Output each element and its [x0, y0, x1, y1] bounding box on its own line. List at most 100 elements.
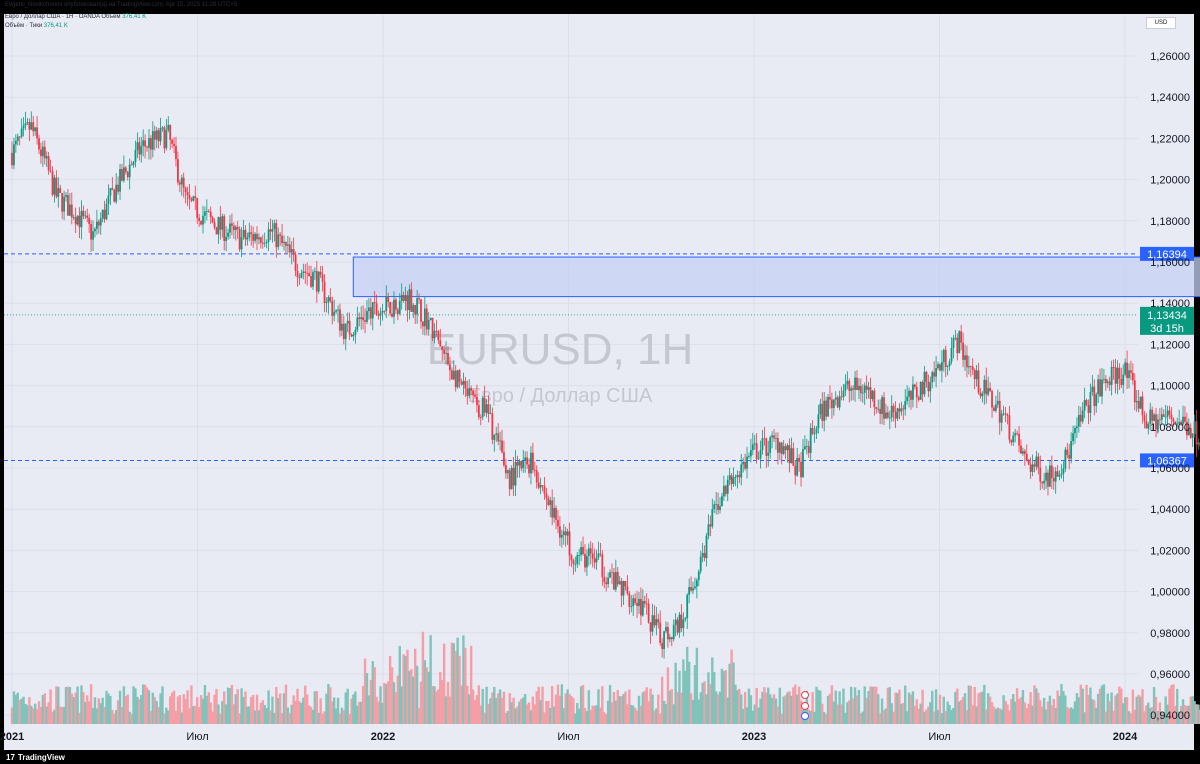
candle-body [32, 122, 35, 132]
candle-body [528, 464, 530, 474]
zones[interactable] [352, 256, 1200, 554]
volume-bar [830, 685, 834, 724]
volume-bar [618, 696, 621, 724]
candle-body [533, 469, 536, 471]
volume-bar [1064, 695, 1067, 724]
candle-body [506, 470, 509, 474]
volume-bar [520, 698, 523, 724]
candle-body [344, 323, 347, 339]
volume-bar [869, 686, 872, 724]
volume-bar [406, 649, 409, 724]
currency-badge[interactable]: USD [1146, 17, 1176, 29]
volume-bar [402, 654, 405, 724]
volume-bar [369, 679, 373, 724]
volume-bar [155, 700, 158, 724]
volume-bar [502, 691, 506, 724]
volume-bar [70, 693, 74, 724]
price-axis[interactable]: 1,26000 1,24000 1,22000 1,20000 1,18000 1,160… [1150, 51, 1190, 722]
volume-bar [967, 685, 971, 724]
footer-brand[interactable]: 17 TradingView [6, 753, 65, 762]
candle-body [541, 485, 544, 486]
volume-bar [128, 711, 131, 724]
volume-bar [1083, 712, 1086, 724]
candle-body [109, 188, 112, 196]
candle-body [1176, 423, 1179, 425]
volume-bar [251, 694, 255, 724]
volume-bar [990, 702, 994, 724]
volume-bar [770, 697, 774, 724]
candle-body [869, 387, 872, 399]
candle-body [499, 440, 501, 442]
candle-body [503, 452, 505, 466]
candle-body [128, 164, 131, 178]
event-markers[interactable] [801, 691, 809, 720]
volume-bar [483, 712, 486, 724]
candle-body [323, 281, 326, 304]
candle-body [267, 229, 270, 242]
volume-bar [1179, 706, 1183, 724]
candle-body [771, 435, 774, 438]
brand-name: TradingView [17, 753, 65, 762]
volume-bar [217, 704, 220, 724]
candle-body [78, 215, 81, 228]
volume-bar [896, 693, 899, 724]
volume-bar [574, 713, 577, 724]
volume-bar [213, 694, 216, 724]
volume-bar [730, 649, 733, 724]
candle-body [1008, 415, 1011, 440]
volume-bar [1174, 706, 1177, 724]
candle-body [258, 237, 260, 240]
volume-bar [873, 686, 876, 724]
volume-bar [126, 694, 129, 724]
volume-bar [786, 692, 789, 724]
candle-body [823, 400, 826, 421]
volume-bar [753, 704, 756, 724]
volume-bar [423, 660, 427, 724]
volume-bar [1137, 694, 1140, 724]
volume-bar [307, 705, 311, 724]
candle-body [1023, 451, 1026, 454]
time-axis[interactable]: 2021Июл2022Июл2023Июл2024Июл2025Июл2026И… [0, 731, 1200, 743]
volume-bar [385, 683, 388, 724]
candle-body [306, 272, 309, 274]
candle-body [744, 461, 746, 469]
volume-bar [151, 692, 155, 724]
volume-bar [344, 692, 347, 724]
volume-bar [111, 709, 114, 724]
volume-bar [724, 670, 728, 724]
volume-bar [666, 667, 670, 724]
candle-body [231, 223, 233, 226]
volume-bar [850, 686, 853, 724]
volume-bar [691, 699, 695, 724]
volume-bar [495, 697, 498, 724]
volume-bar [33, 703, 37, 724]
candle-body [333, 311, 336, 316]
volume-bar [512, 697, 515, 724]
candle-body [794, 465, 797, 476]
volume-bar [1145, 705, 1148, 724]
candle-body [817, 414, 820, 429]
candle-body [1060, 473, 1063, 475]
candle-body [958, 331, 961, 354]
volume-bar [765, 692, 768, 724]
volume-bar [352, 694, 355, 724]
candle-body [672, 624, 675, 640]
volume-bar [1195, 704, 1198, 724]
candle-body [1052, 477, 1055, 482]
candle-body [443, 349, 446, 354]
candle-body [354, 329, 357, 335]
volume-bar [886, 687, 890, 724]
volume-bar [12, 691, 16, 724]
candle-body [753, 443, 756, 445]
candle-body [885, 412, 887, 419]
volume-bar [1033, 685, 1036, 724]
candle-body [896, 408, 899, 419]
candle-body [146, 146, 148, 148]
candle-body [312, 272, 314, 287]
volume-bar [1149, 708, 1152, 724]
candle-body [854, 377, 856, 390]
volume-bar [593, 705, 596, 724]
volume-bar [875, 686, 878, 724]
